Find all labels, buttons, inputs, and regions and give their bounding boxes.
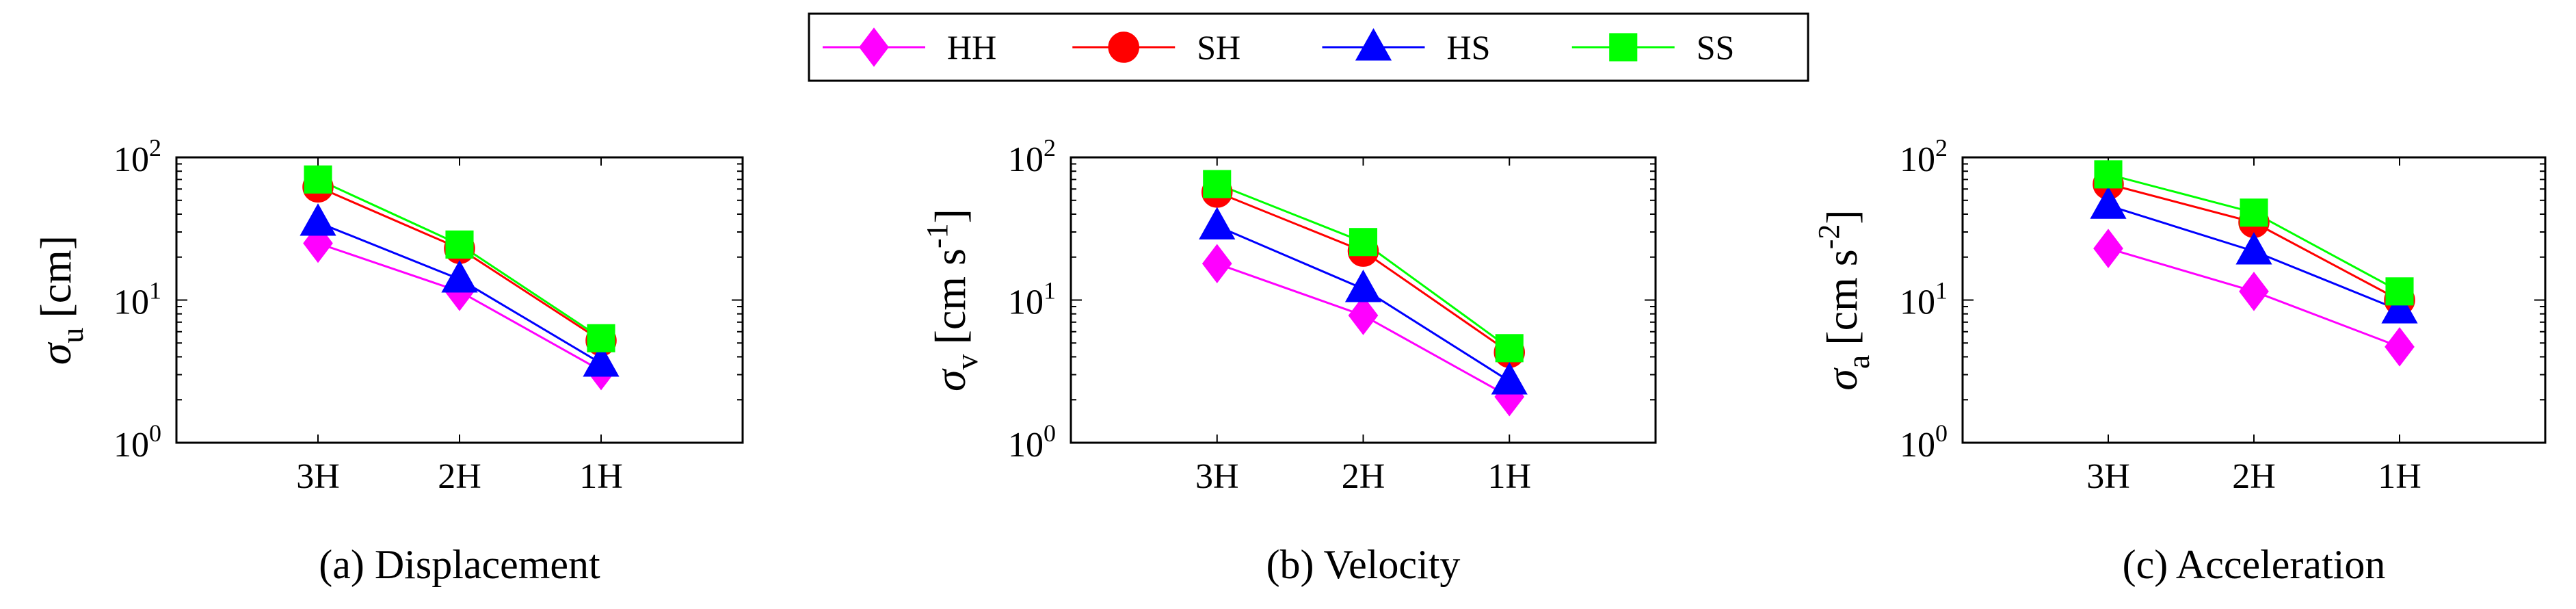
y-axis-label: σu[cm]: [31, 235, 90, 365]
x-tick-label: 3H: [2086, 457, 2130, 496]
data-point-hs-3h: [2090, 186, 2127, 219]
y-axis-label: σv[cm s-1]: [920, 209, 984, 391]
panel-caption: (c) Acceleration: [2123, 542, 2386, 587]
y-axis-label: σa[cm s-2]: [1812, 209, 1876, 390]
data-point-hs-2h: [441, 260, 478, 293]
legend-entry-hs: HS: [1322, 28, 1491, 66]
panel-3: 100 101 102 3H 2H 1H σa[cm s-2] (c) Acceleratio…: [1812, 134, 2547, 587]
data-point-hs-1h: [583, 344, 620, 377]
data-point-hh-3h: [2093, 229, 2123, 268]
legend-entry-sh: SH: [1072, 28, 1240, 66]
data-point-hs-1h: [1491, 362, 1528, 395]
legend-entry-hh: HH: [823, 27, 996, 67]
legend-entry-ss: SS: [1571, 28, 1735, 66]
x-tick-label: 1H: [2378, 457, 2421, 496]
legend-label-sh: SH: [1197, 28, 1240, 66]
data-point-ss-1h: [587, 324, 615, 352]
panel-2: 100 101 102 3H 2H 1H σv[cm s-1] (b) Velocity: [920, 134, 1657, 587]
y-tick-label: 102: [1900, 134, 1948, 179]
y-tick-label: 100: [1008, 419, 1056, 465]
x-tick-label: 3H: [296, 457, 340, 496]
x-tick-label: 3H: [1195, 457, 1239, 496]
legend-marker-sh: [1108, 31, 1139, 63]
data-point-ss-3h: [1203, 170, 1232, 198]
legend-marker-hs: [1355, 28, 1392, 61]
data-point-ss-3h: [2094, 160, 2123, 189]
legend-label-ss: SS: [1697, 28, 1735, 66]
y-tick-label: 102: [114, 134, 161, 179]
data-point-hh-3h: [303, 223, 333, 263]
x-tick-label: 1H: [579, 457, 623, 496]
data-point-hs-3h: [300, 203, 336, 236]
data-point-hs-2h: [2235, 232, 2272, 265]
panel-caption: (a) Displacement: [319, 542, 600, 587]
data-point-hs-3h: [1199, 207, 1236, 239]
legend-label-hh: HH: [947, 28, 996, 66]
legend-marker-ss: [1609, 33, 1638, 62]
data-point-hs-1h: [2381, 291, 2418, 324]
x-tick-label: 2H: [2232, 457, 2276, 496]
data-point-hh-2h: [2239, 272, 2269, 311]
x-tick-label: 1H: [1487, 457, 1531, 496]
panel-1: 100 101 102 3H 2H 1H σu[cm] (a) Displacement: [31, 134, 744, 587]
y-tick-label: 102: [1008, 134, 1056, 179]
data-point-ss-2h: [445, 230, 474, 259]
y-tick-label: 101: [1900, 277, 1948, 322]
legend: HH SH HS SS: [808, 12, 1809, 82]
y-tick-label: 101: [114, 277, 161, 322]
legend-marker-hh: [859, 27, 889, 67]
legend-label-hs: HS: [1447, 28, 1491, 66]
data-point-hh-2h: [1348, 296, 1379, 335]
data-point-ss-1h: [2385, 277, 2414, 306]
panel-caption: (b) Velocity: [1266, 542, 1461, 587]
data-point-ss-3h: [304, 165, 332, 194]
x-tick-label: 2H: [1342, 457, 1385, 496]
y-tick-label: 100: [1900, 419, 1948, 465]
data-point-ss-2h: [2240, 198, 2268, 227]
y-tick-label: 101: [1008, 277, 1056, 322]
data-point-hh-1h: [2385, 327, 2415, 367]
data-point-ss-2h: [1349, 228, 1378, 257]
x-tick-label: 2H: [438, 457, 481, 496]
data-point-hh-3h: [1201, 244, 1232, 284]
data-point-ss-1h: [1495, 334, 1524, 363]
y-tick-label: 100: [114, 419, 161, 465]
data-point-hs-2h: [1344, 270, 1382, 302]
